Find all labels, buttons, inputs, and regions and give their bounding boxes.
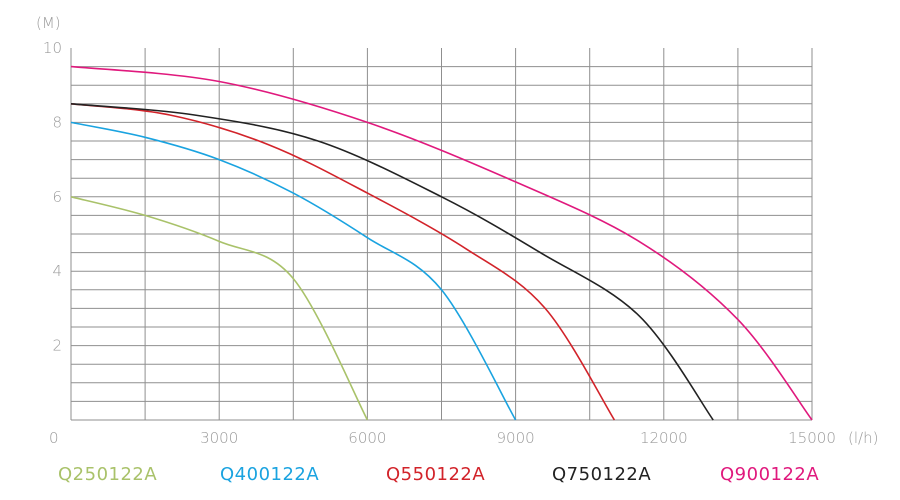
x-axis-label: (l/h) (848, 429, 878, 447)
y-tick-label: 6 (52, 188, 62, 206)
legend-item-q750122a: Q750122A (552, 464, 651, 485)
y-tick-label: 4 (52, 262, 62, 280)
curve-q400122a (70, 121, 517, 421)
x-tick-label: 12000 (640, 429, 688, 447)
x-tick-label: 6000 (348, 429, 386, 447)
y-tick-label: 10 (43, 39, 62, 57)
x-tick-label: 3000 (200, 429, 238, 447)
legend: Q250122A Q400122A Q550122A Q750122A Q900122A (58, 464, 819, 485)
curve-q750122a (70, 103, 714, 421)
x-tick-labels: 0 3000 6000 9000 12000 15000 (49, 429, 836, 447)
x-tick-label: 0 (49, 429, 59, 447)
x-tick-label: 15000 (788, 429, 836, 447)
legend-item-q400122a: Q400122A (220, 464, 319, 485)
y-tick-label: 8 (52, 113, 62, 131)
curve-q550122a (70, 103, 616, 421)
legend-item-q250122a: Q250122A (58, 464, 157, 485)
y-tick-labels: 2 4 6 8 10 (43, 39, 62, 355)
y-tick-label: 2 (52, 337, 62, 355)
curve-q250122a (70, 196, 369, 421)
legend-item-q550122a: Q550122A (386, 464, 485, 485)
legend-item-q900122a: Q900122A (720, 464, 819, 485)
axes: (M) (l/h) 2 4 6 8 10 0 3000 6000 9000 12000 15000 (36, 14, 878, 447)
curve-q900122a (70, 65, 813, 421)
x-tick-label: 9000 (497, 429, 535, 447)
y-axis-label: (M) (36, 14, 61, 32)
curves (70, 65, 813, 421)
